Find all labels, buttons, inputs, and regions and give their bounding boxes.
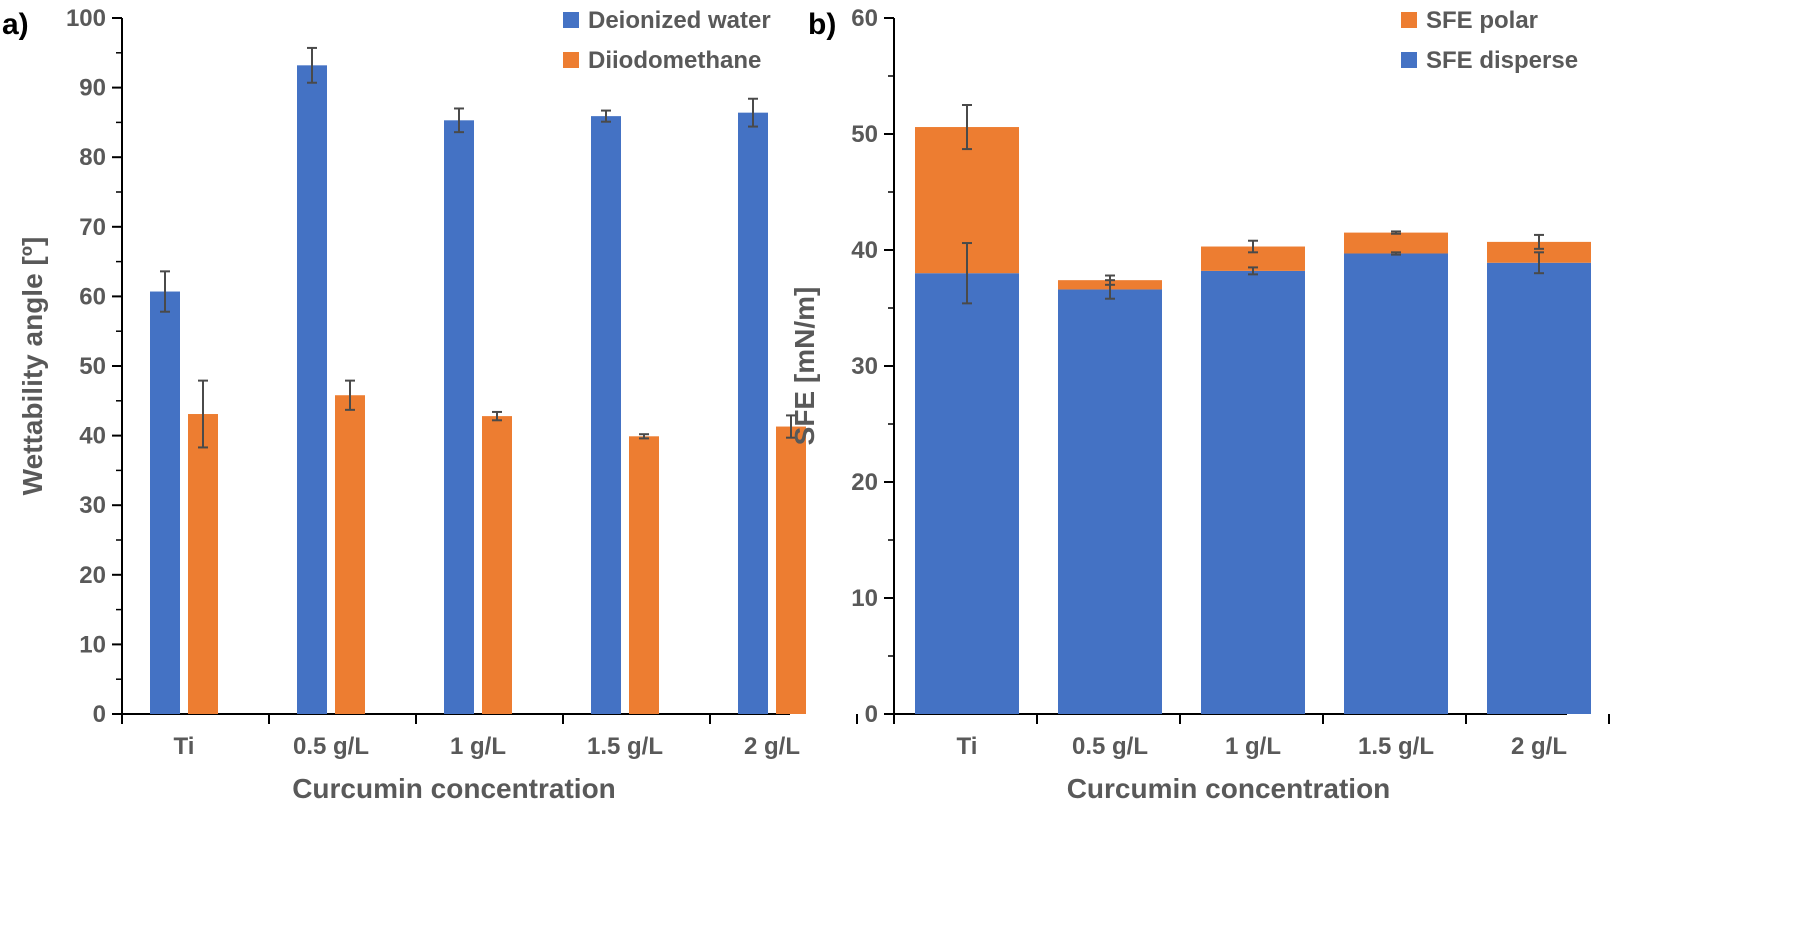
legend-label: SFE disperse <box>1426 47 1578 74</box>
y-tick-label: 0 <box>93 701 106 728</box>
legend-label: Deionized water <box>588 7 771 34</box>
bar <box>591 116 621 715</box>
bar <box>738 112 768 714</box>
legend-label: SFE polar <box>1426 7 1538 34</box>
bar <box>776 426 806 714</box>
y-tick-label: 0 <box>865 701 878 728</box>
bar <box>335 395 365 714</box>
y-tick-label: 30 <box>79 492 106 519</box>
x-axis-title: Curcumin concentration <box>292 773 616 804</box>
y-axis-title: Wettability angle [º] <box>17 237 48 496</box>
panel-label: a) <box>2 8 29 41</box>
bar <box>629 436 659 714</box>
y-tick-label: 60 <box>851 5 878 32</box>
y-tick-label: 10 <box>79 631 106 658</box>
x-tick-label: Ti <box>174 733 195 760</box>
panel-b-sfe-chart: b) 0 10 20 30 40 50 60 Ti 0.5 g/L 1 g/L 1.5 g/L 2 g/… <box>789 5 1610 804</box>
x-axis-title: Curcumin concentration <box>1067 773 1391 804</box>
bar-disperse <box>1487 262 1591 714</box>
x-tick-label: 2 g/L <box>1511 733 1567 760</box>
y-tick-label: 80 <box>79 144 106 171</box>
x-tick-label: 0.5 g/L <box>293 733 369 760</box>
y-tick-label: 70 <box>79 214 106 241</box>
bar-disperse <box>915 273 1019 714</box>
bar <box>444 120 474 714</box>
y-tick-label: 20 <box>79 562 106 589</box>
x-tick-label: 2 g/L <box>744 733 800 760</box>
bar-disperse <box>1201 270 1305 714</box>
y-tick-label: 50 <box>79 353 106 380</box>
legend-swatch <box>1401 12 1417 28</box>
bar <box>150 291 180 714</box>
y-tick-label: 10 <box>851 585 878 612</box>
bar <box>482 416 512 714</box>
legend-label: Diiodomethane <box>588 47 761 74</box>
bar-disperse <box>1058 289 1162 714</box>
panel-a-wettability-chart: a) 0 10 20 30 40 50 60 70 80 90 100 Ti 0.5 g/L 1 g/L 1.… <box>2 5 858 804</box>
y-tick-label: 40 <box>851 237 878 264</box>
legend-swatch <box>1401 52 1417 68</box>
x-tick-label: Ti <box>957 733 978 760</box>
y-tick-label: 90 <box>79 75 106 102</box>
x-tick-label: 1 g/L <box>1225 733 1281 760</box>
x-tick-label: 1 g/L <box>450 733 506 760</box>
x-tick-label: 1.5 g/L <box>1358 733 1434 760</box>
bar <box>297 65 327 714</box>
bar <box>188 414 218 714</box>
bar-disperse <box>1344 253 1448 715</box>
legend-swatch <box>563 12 579 28</box>
y-tick-label: 100 <box>66 5 106 32</box>
y-axis-title: SFE [mN/m] <box>789 287 820 446</box>
x-tick-label: 1.5 g/L <box>587 733 663 760</box>
y-tick-label: 50 <box>851 121 878 148</box>
legend-swatch <box>563 52 579 68</box>
y-tick-label: 20 <box>851 469 878 496</box>
y-tick-label: 30 <box>851 353 878 380</box>
panel-label: b) <box>808 8 836 41</box>
x-tick-label: 0.5 g/L <box>1072 733 1148 760</box>
bar-polar <box>1344 232 1448 254</box>
y-tick-label: 40 <box>79 423 106 450</box>
y-tick-label: 60 <box>79 283 106 310</box>
